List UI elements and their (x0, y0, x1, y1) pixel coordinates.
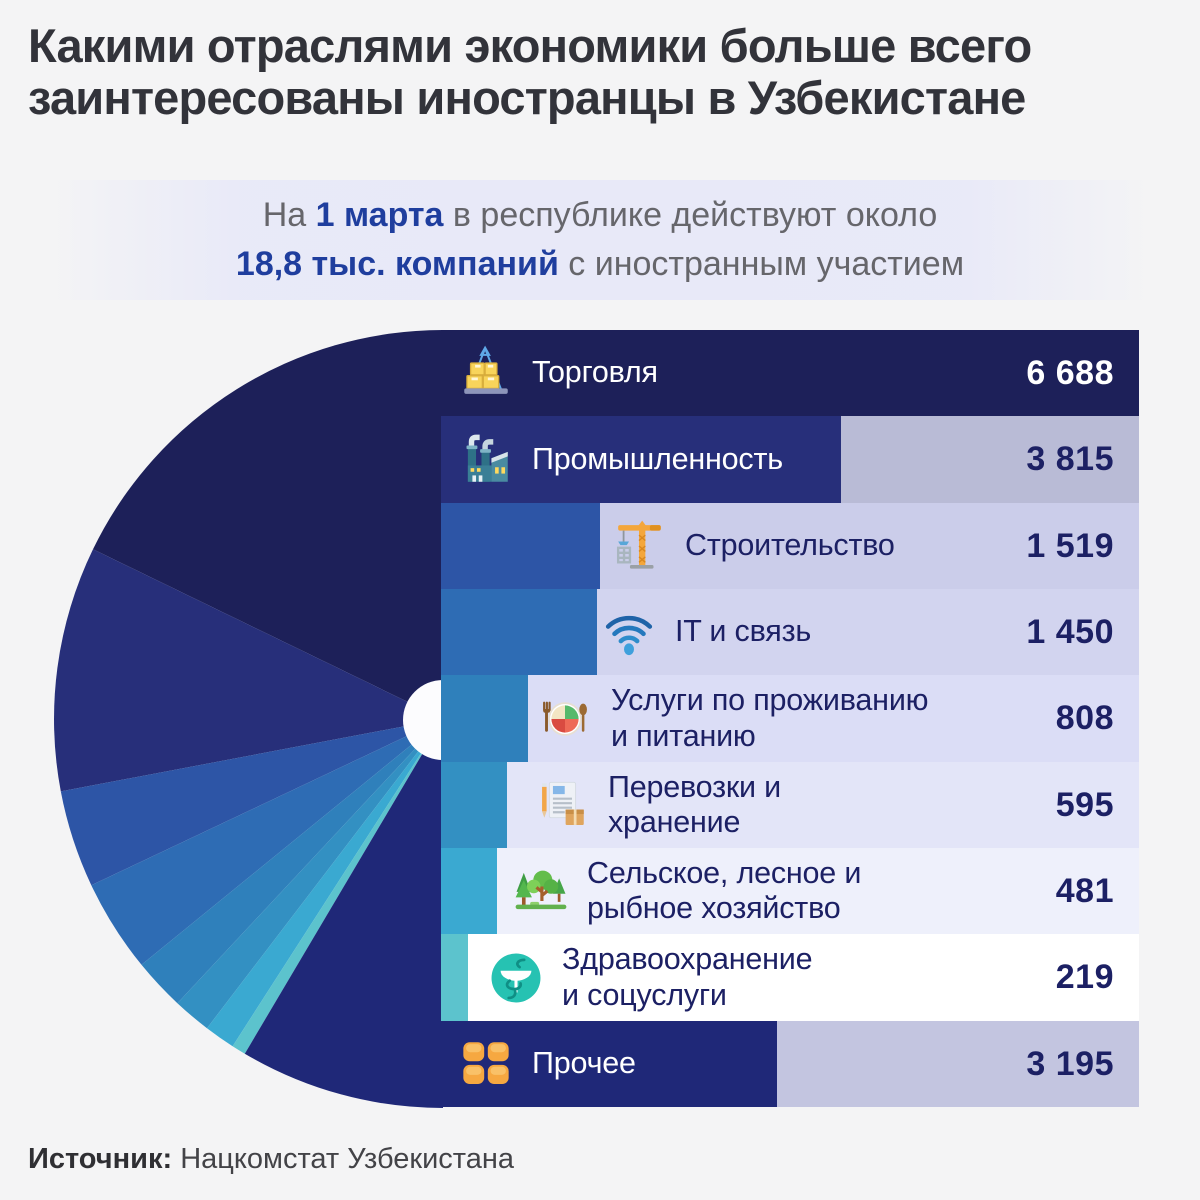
row-label: Строительство (685, 528, 895, 563)
chart-row-transport: Перевозки и хранение 595 (0, 762, 1200, 848)
food-plate-icon (536, 690, 594, 748)
chart-row-construction: Строительство 1 519 (0, 503, 1200, 589)
row-value: 6 688 (1026, 353, 1114, 392)
fan-wedge (141, 719, 443, 1004)
wedge-connector (441, 762, 507, 848)
bar (600, 503, 1139, 589)
bar (597, 589, 1139, 675)
row-label: Услуги по проживанию и питанию (611, 683, 929, 753)
row-value: 3 815 (1026, 440, 1114, 478)
row-value: 3 195 (1026, 1044, 1114, 1083)
row-value: 1 450 (1026, 612, 1114, 651)
subtitle-line-2: 18,8 тыс. компаний с иностранным участие… (0, 240, 1200, 289)
chart-row-agriculture: Сельское, лесное и рыбное хозяйство 481 (0, 848, 1200, 934)
fan-wedge (60, 719, 444, 886)
row-value: 1 519 (1026, 526, 1114, 565)
source-text: Нацкомстат Узбекистана (172, 1143, 515, 1175)
row-value: 595 (1055, 785, 1114, 824)
chart-row-hospitality: Услуги по проживанию и питанию 808 (0, 675, 1200, 762)
row-label: IT и связь (675, 614, 812, 649)
source-label: Источник: (28, 1143, 173, 1175)
subtitle-text: На (262, 195, 316, 234)
chart-row-industry: Промышленность 3 815 (0, 416, 1200, 503)
bar (497, 848, 1139, 934)
bar (468, 934, 1139, 1021)
row-value: 808 (1055, 699, 1114, 737)
bar (528, 675, 1139, 762)
subtitle-line-1: На 1 марта в республике действуют около (0, 191, 1200, 240)
subtitle-text: в республике действуют около (443, 195, 938, 234)
health-bowl-icon (487, 949, 545, 1007)
chart-row-healthcare: Здравоохранение и соцуслуги 219 (0, 934, 1200, 1021)
chart-row-trade: Торговля 6 688 (0, 330, 1200, 416)
trees-icon (512, 862, 570, 920)
subtitle-text: с иностранным участием (558, 245, 965, 283)
bar (507, 762, 1139, 848)
construction-crane-icon (610, 517, 668, 575)
row-label: Прочее (532, 1046, 636, 1081)
wedge-connector (441, 1021, 777, 1107)
fan-wedge (177, 719, 443, 1029)
wedge-connector (441, 934, 468, 1021)
subtitle-band: На 1 марта в республике действуют около … (0, 180, 1200, 300)
chart-row-it: IT и связь 1 450 (0, 589, 1200, 675)
fan-wedge (93, 330, 443, 719)
chart-row-other: Прочее 3 195 (0, 1021, 1200, 1107)
wedge-connector (441, 589, 597, 675)
fan-wedges (54, 330, 444, 1108)
wedge-connector (441, 503, 600, 589)
page-title: Какими отраслями экономики больше всего … (28, 19, 1032, 124)
subtitle-highlight-total: 18,8 тыс. компаний (235, 245, 559, 283)
wedge-connector (441, 848, 497, 934)
fan-wedge (232, 719, 443, 1054)
wifi-icon (600, 603, 658, 661)
bar (841, 416, 1139, 503)
row-label: Торговля (532, 355, 658, 390)
row-label: Перевозки и хранение (608, 769, 781, 839)
fan-wedge (244, 719, 443, 1108)
row-label: Промышленность (532, 441, 783, 476)
trade-icon (457, 344, 515, 402)
row-label: Здравоохранение и соцуслуги (562, 942, 813, 1012)
row-value: 481 (1055, 871, 1114, 910)
wedge-connector (441, 330, 1139, 416)
bar (777, 1021, 1139, 1107)
logistics-icon (533, 776, 591, 834)
fan-wedge (91, 719, 444, 965)
fan-wedge (54, 549, 444, 792)
source: Источник: Нацкомстат Узбекистана (28, 1143, 514, 1176)
grid-squares-icon (457, 1035, 515, 1093)
subtitle-highlight-date: 1 марта (315, 195, 444, 234)
wedge-connector (441, 675, 528, 762)
fan-wedge (207, 719, 443, 1047)
industry-icon (457, 431, 515, 489)
row-value: 219 (1055, 958, 1114, 996)
row-label: Сельское, лесное и рыбное хозяйство (587, 855, 862, 925)
